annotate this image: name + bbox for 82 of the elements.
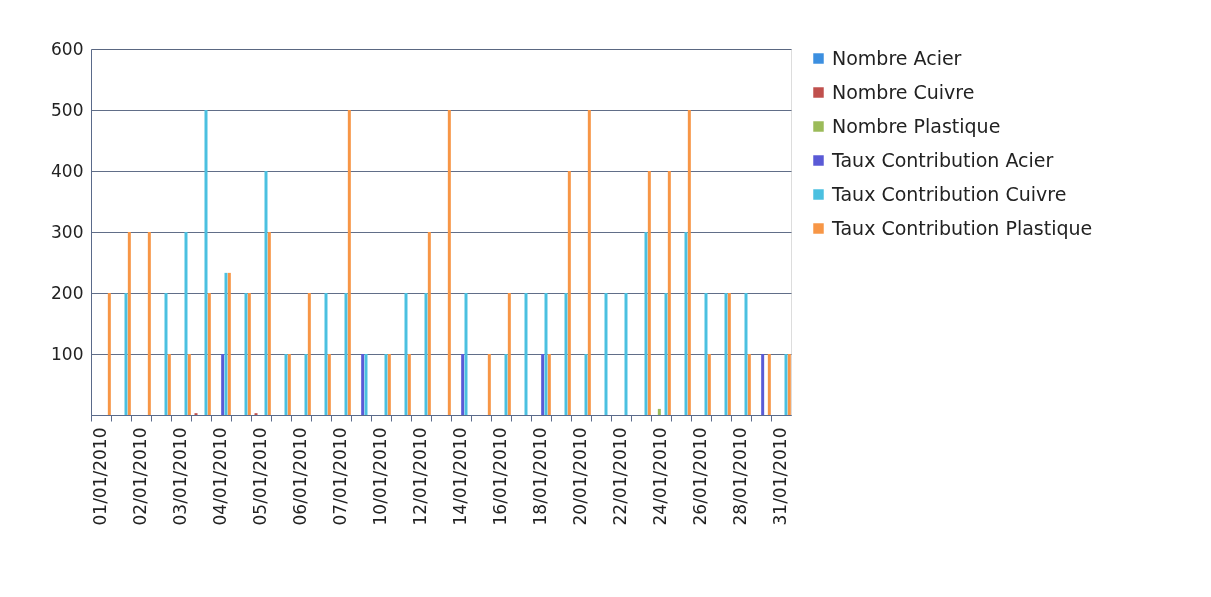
bar bbox=[347, 110, 351, 415]
bar bbox=[507, 293, 511, 415]
legend-label: Nombre Acier bbox=[832, 46, 962, 69]
bar bbox=[264, 171, 268, 415]
bar bbox=[307, 293, 311, 415]
bar bbox=[524, 293, 528, 415]
legend-label: Nombre Plastique bbox=[832, 114, 1001, 137]
x-tick-label: 10/01/2010 bbox=[370, 427, 390, 526]
bar bbox=[664, 293, 668, 415]
bar bbox=[704, 293, 708, 415]
bar bbox=[544, 293, 548, 415]
x-tick-label: 26/01/2010 bbox=[690, 427, 710, 526]
bar bbox=[461, 354, 465, 415]
bar bbox=[147, 232, 151, 415]
x-tick-label: 03/01/2010 bbox=[170, 427, 190, 526]
bar bbox=[487, 354, 491, 415]
bar bbox=[187, 354, 191, 415]
x-tick-label: 14/01/2010 bbox=[450, 427, 470, 526]
bar bbox=[464, 293, 468, 415]
bar bbox=[504, 354, 508, 415]
x-tick-label: 04/01/2010 bbox=[210, 427, 230, 526]
bar bbox=[684, 232, 688, 415]
bar bbox=[221, 354, 225, 415]
bar bbox=[687, 110, 691, 415]
x-tick-label: 12/01/2010 bbox=[410, 427, 430, 526]
bar bbox=[564, 293, 568, 415]
bar bbox=[447, 110, 451, 415]
y-tick-label: 300 bbox=[51, 221, 84, 242]
bar bbox=[167, 354, 171, 415]
legend-label: Taux Contribution Cuivre bbox=[831, 182, 1067, 205]
bar bbox=[107, 293, 111, 415]
x-tick-label: 16/01/2010 bbox=[490, 427, 510, 526]
bar bbox=[584, 354, 588, 415]
x-tick-label: 22/01/2010 bbox=[610, 427, 630, 526]
x-tick-label: 02/01/2010 bbox=[130, 427, 150, 526]
bar bbox=[204, 110, 208, 415]
bar bbox=[767, 354, 771, 415]
bar bbox=[747, 354, 751, 415]
bar bbox=[644, 232, 648, 415]
x-tick-label: 18/01/2010 bbox=[530, 427, 550, 526]
bar bbox=[587, 110, 591, 415]
bar bbox=[424, 293, 428, 415]
bar bbox=[667, 171, 671, 415]
bar bbox=[404, 293, 408, 415]
bar bbox=[267, 232, 271, 415]
bar bbox=[184, 232, 188, 415]
bar bbox=[164, 293, 168, 415]
y-tick-label: 400 bbox=[51, 160, 84, 181]
legend-label: Nombre Cuivre bbox=[832, 80, 975, 103]
bar bbox=[707, 354, 711, 415]
bar bbox=[547, 354, 551, 415]
bar bbox=[657, 408, 661, 415]
x-tick-label: 24/01/2010 bbox=[650, 427, 670, 526]
bar bbox=[541, 354, 545, 415]
bar bbox=[207, 293, 211, 415]
bar bbox=[567, 171, 571, 415]
y-tick-label: 100 bbox=[51, 343, 84, 364]
bar bbox=[124, 293, 128, 415]
bar bbox=[304, 354, 308, 415]
bar bbox=[647, 171, 651, 415]
x-tick-label: 28/01/2010 bbox=[730, 427, 750, 526]
bar bbox=[327, 354, 331, 415]
bar bbox=[604, 293, 608, 415]
bar bbox=[127, 232, 131, 415]
legend-label: Taux Contribution Acier bbox=[831, 148, 1054, 171]
bar bbox=[761, 354, 765, 415]
bar bbox=[324, 293, 328, 415]
x-tick-label: 07/01/2010 bbox=[330, 427, 350, 526]
x-tick-label: 31/01/2010 bbox=[770, 427, 790, 526]
bar bbox=[624, 293, 628, 415]
bar bbox=[407, 354, 411, 415]
y-tick-label: 200 bbox=[51, 282, 84, 303]
bar bbox=[744, 293, 748, 415]
x-tick-label: 01/01/2010 bbox=[90, 427, 110, 526]
bar bbox=[344, 293, 348, 415]
x-tick-label: 05/01/2010 bbox=[250, 427, 270, 526]
x-tick-label: 20/01/2010 bbox=[570, 427, 590, 526]
legend-label: Taux Contribution Plastique bbox=[831, 216, 1093, 239]
y-tick-label: 600 bbox=[51, 38, 84, 59]
x-tick-label: 06/01/2010 bbox=[290, 427, 310, 526]
y-tick-label: 500 bbox=[51, 99, 84, 120]
bar bbox=[427, 232, 431, 415]
